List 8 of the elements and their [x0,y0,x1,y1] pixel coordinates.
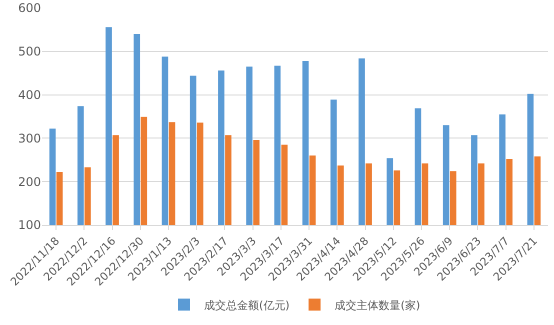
legend-label: 成交总金额(亿元) [204,298,290,312]
y-tick-label: 600 [18,1,41,16]
y-tick-label: 400 [18,88,41,102]
legend-label: 成交主体数量(家) [334,298,420,312]
y-tick-label: 200 [18,174,41,189]
y-tick-label: 100 [18,218,41,232]
y-tick-label: 500 [18,44,41,59]
y-tick-label: 300 [18,131,41,146]
